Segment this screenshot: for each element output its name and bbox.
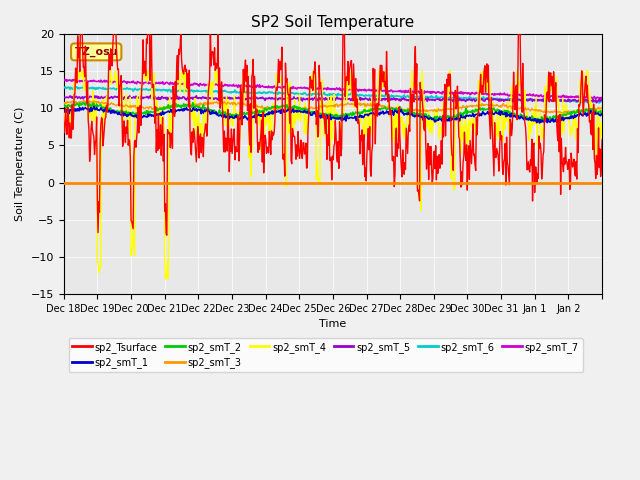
Y-axis label: Soil Temperature (C): Soil Temperature (C) <box>15 107 25 221</box>
X-axis label: Time: Time <box>319 319 346 329</box>
Title: SP2 Soil Temperature: SP2 Soil Temperature <box>252 15 415 30</box>
Text: TZ_osu: TZ_osu <box>74 47 118 57</box>
Legend: sp2_Tsurface, sp2_smT_1, sp2_smT_2, sp2_smT_3, sp2_smT_4, sp2_smT_5, sp2_smT_6, : sp2_Tsurface, sp2_smT_1, sp2_smT_2, sp2_… <box>68 338 582 372</box>
